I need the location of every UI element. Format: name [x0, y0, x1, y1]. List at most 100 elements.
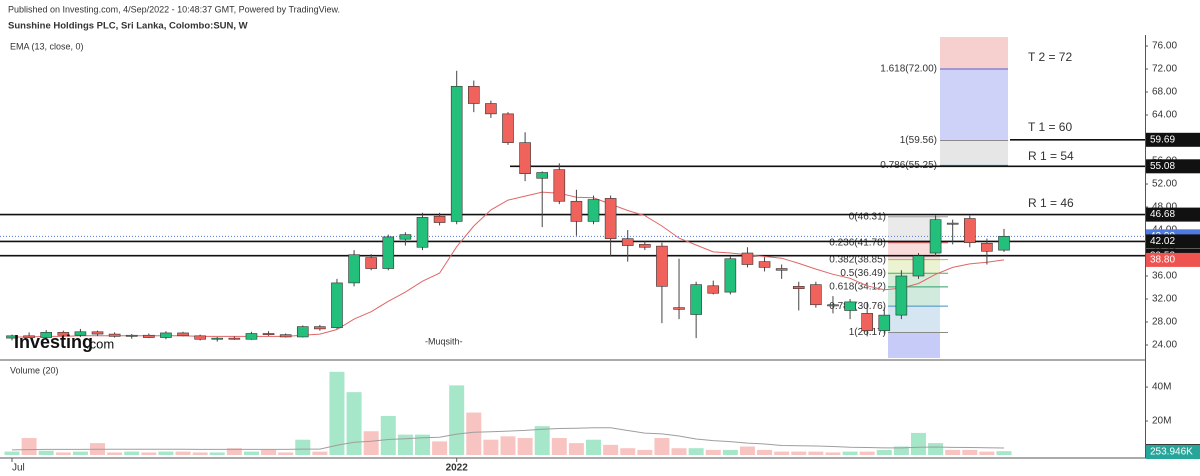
volume-bar [637, 449, 653, 455]
axis-badge-label: 253.946K [1150, 447, 1193, 458]
axis-badge [1146, 132, 1200, 147]
candle-body [587, 199, 600, 222]
retracement-label: 0.5(36.49) [840, 268, 886, 279]
y-tick-label: 32.00 [1152, 294, 1177, 305]
volume-bar [158, 451, 174, 455]
volume-bar [568, 443, 584, 455]
axis-badge [1146, 159, 1200, 174]
candle-body [125, 334, 138, 337]
volume-bar [962, 449, 978, 455]
volume-bar [397, 434, 413, 455]
candle-body [656, 245, 668, 287]
candle-body [74, 331, 87, 336]
volume-bar [859, 451, 875, 455]
annotation: T 2 = 72 [1028, 50, 1072, 64]
candle-body [741, 252, 754, 265]
volume-bar [363, 431, 379, 455]
volume-bar [226, 448, 242, 455]
candle-body [23, 335, 35, 338]
candle-body [211, 337, 224, 340]
volume-bar [261, 449, 277, 455]
candle-body [382, 236, 395, 269]
volume-bar [688, 448, 704, 455]
volume-bar [586, 439, 602, 455]
candle-body [673, 307, 685, 310]
extension-zone [940, 37, 1008, 70]
candle-body [639, 244, 651, 248]
candle-body [262, 333, 275, 335]
volume-bar [209, 452, 225, 455]
volume-bar [346, 392, 362, 455]
header-symbol: Sunshine Holdings PLC, Sri Lanka, Colomb… [8, 21, 248, 32]
volume-bar [432, 441, 448, 455]
volume-bar [654, 438, 670, 455]
candle-body [690, 284, 702, 315]
axis-badge-label: 55.08 [1150, 161, 1175, 172]
candle-body [570, 200, 583, 222]
logo-suffix: .com [86, 336, 114, 351]
volume-bar [4, 451, 20, 455]
volume-bar [739, 446, 755, 455]
volume-bar [380, 415, 396, 455]
candle-body [895, 275, 908, 316]
candle-body [844, 301, 856, 311]
candle-body [143, 334, 155, 338]
candle-body [707, 285, 720, 294]
axis-badge-label: 59.69 [1150, 134, 1175, 145]
watermark: -Muqsith- [425, 336, 463, 346]
candle-body [279, 334, 292, 338]
volume-bar [414, 434, 430, 455]
volume-bar [107, 452, 123, 455]
candle-body [108, 333, 121, 337]
x-tick-label: Jul [12, 463, 25, 474]
candle-body [399, 234, 412, 240]
candle-body [724, 258, 737, 293]
extension-zone [940, 69, 1008, 141]
axis-badge-label: 42.02 [1150, 236, 1175, 247]
volume-bar [141, 452, 157, 455]
axis-badge-label: 38.80 [1150, 255, 1175, 266]
candle-body [194, 335, 206, 340]
y-tick-label: 36.00 [1152, 271, 1177, 282]
volume-bar [449, 385, 465, 455]
candle-body [792, 286, 805, 289]
x-tick-label: 2022 [446, 463, 469, 474]
volume-bar [243, 451, 259, 455]
candle-body [878, 314, 891, 331]
volume-bar [192, 452, 208, 455]
volume-bar [876, 449, 892, 455]
annotation: R 1 = 54 [1028, 149, 1074, 163]
volume-bar [534, 426, 550, 455]
candle-body [981, 242, 993, 252]
volume-bar [757, 449, 773, 455]
retracement-label: 0.618(34.12) [829, 281, 886, 292]
candle-body [6, 335, 18, 339]
volume-bar [466, 412, 482, 455]
annotation: T 1 = 60 [1028, 120, 1072, 134]
y-tick-label: 48.00 [1152, 202, 1177, 213]
candle-body [348, 254, 360, 284]
candle-body [519, 142, 531, 174]
volume-bar [945, 449, 961, 455]
candle-body [433, 215, 446, 223]
extension-label: 1.618(72.00) [880, 64, 937, 75]
axis-badge [1146, 445, 1200, 459]
candle-body [160, 332, 172, 338]
volume-bar [808, 451, 824, 455]
volume-bar [928, 443, 944, 455]
y-tick-label: 76.00 [1152, 41, 1177, 52]
candle-body [929, 219, 942, 254]
volume-bar [979, 451, 995, 455]
volume-bar [842, 451, 858, 455]
indicator-label: EMA (13, close, 0) [10, 41, 84, 51]
candle-body [861, 313, 873, 331]
y-tick-label: 52.00 [1152, 179, 1177, 190]
volume-bar [791, 451, 807, 455]
volume-bar [483, 439, 499, 455]
y-tick-label: 28.00 [1152, 317, 1177, 328]
volume-bar [55, 452, 71, 455]
position-zone [888, 332, 940, 358]
volume-ma-line [11, 427, 1005, 451]
extension-label: 1(59.56) [900, 135, 937, 146]
